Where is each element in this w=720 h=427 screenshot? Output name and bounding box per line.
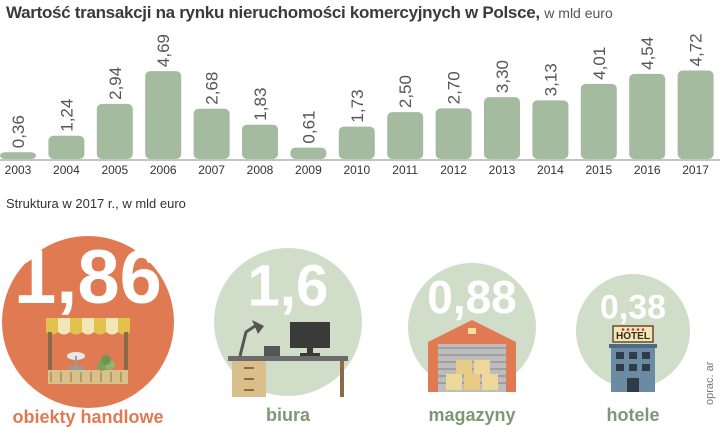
bar-value-label: 1,83 xyxy=(251,88,270,121)
bar xyxy=(0,152,36,159)
structure-label: hotele xyxy=(606,405,659,425)
bar xyxy=(435,108,472,159)
bar-value-label: 4,69 xyxy=(154,34,173,67)
x-tick-label: 2017 xyxy=(682,163,709,177)
office-desk-icon xyxy=(228,320,348,397)
bar-value-label: 1,24 xyxy=(57,99,76,132)
x-tick-label: 2004 xyxy=(53,163,80,177)
chart-title: Wartość transakcji na rynku nieruchomośc… xyxy=(6,3,613,23)
bar-value-label: 4,01 xyxy=(590,47,609,80)
x-tick-label: 2006 xyxy=(150,163,177,177)
x-tick-label: 2010 xyxy=(343,163,370,177)
warehouse-icon xyxy=(428,320,516,392)
x-tick-label: 2005 xyxy=(101,163,128,177)
chart-title-unit: w mld euro xyxy=(544,5,613,21)
bar-value-label: 4,54 xyxy=(638,37,657,70)
x-tick-label: 2007 xyxy=(198,163,225,177)
bar xyxy=(193,108,230,159)
structure-label: biura xyxy=(266,405,311,425)
chart-title-main: Wartość transakcji na rynku nieruchomośc… xyxy=(6,3,540,22)
bar xyxy=(484,97,520,159)
bar xyxy=(145,71,182,159)
bar-value-label: 3,30 xyxy=(493,60,512,93)
structure-value: 0,88 xyxy=(427,271,517,323)
credit-note: oprac. ar xyxy=(704,361,716,405)
bar xyxy=(387,112,424,159)
x-tick-label: 2014 xyxy=(537,163,564,177)
x-tick-label: 2015 xyxy=(585,163,612,177)
bar xyxy=(242,124,278,159)
bar-value-label: 0,36 xyxy=(9,115,28,148)
bar-value-label: 1,73 xyxy=(348,89,367,122)
bar xyxy=(338,126,375,159)
hotel-icon: HOTEL xyxy=(609,325,657,392)
bar xyxy=(580,83,617,159)
x-tick-label: 2016 xyxy=(634,163,661,177)
x-tick-label: 2011 xyxy=(392,163,418,177)
structure-value: 1,86 xyxy=(14,235,162,320)
bar-chart: 0,36 2003 1,24 2004 2,94 2005 4,69 2006 2,68 2007… xyxy=(0,33,720,177)
bar-value-label: 0,61 xyxy=(299,110,318,143)
bar xyxy=(532,100,569,159)
structure-label: magazyny xyxy=(428,405,515,425)
x-tick-label: 2009 xyxy=(295,163,322,177)
bar xyxy=(290,147,327,159)
bar-value-label: 4,72 xyxy=(687,33,706,66)
bar-value-label: 2,94 xyxy=(106,67,125,100)
structure-value: 0,38 xyxy=(600,288,666,326)
hotel-sign: HOTEL xyxy=(616,331,650,342)
bar xyxy=(48,135,85,159)
bar-value-label: 3,13 xyxy=(541,63,560,96)
structure-value: 1,6 xyxy=(248,254,329,319)
bar xyxy=(629,73,666,159)
structure-subtitle: Struktura w 2017 r., w mld euro xyxy=(6,196,186,211)
structure-label: obiekty handlowe xyxy=(12,407,163,427)
x-tick-label: 2003 xyxy=(5,163,32,177)
bar-value-label: 2,50 xyxy=(396,75,415,108)
x-tick-label: 2008 xyxy=(247,163,274,177)
bar-value-label: 2,70 xyxy=(445,71,464,104)
market-stall-icon xyxy=(46,318,130,384)
bar-value-label: 2,68 xyxy=(203,72,222,105)
bar xyxy=(96,103,133,159)
x-tick-label: 2012 xyxy=(440,163,467,177)
x-tick-label: 2013 xyxy=(489,163,516,177)
bar xyxy=(677,70,714,159)
